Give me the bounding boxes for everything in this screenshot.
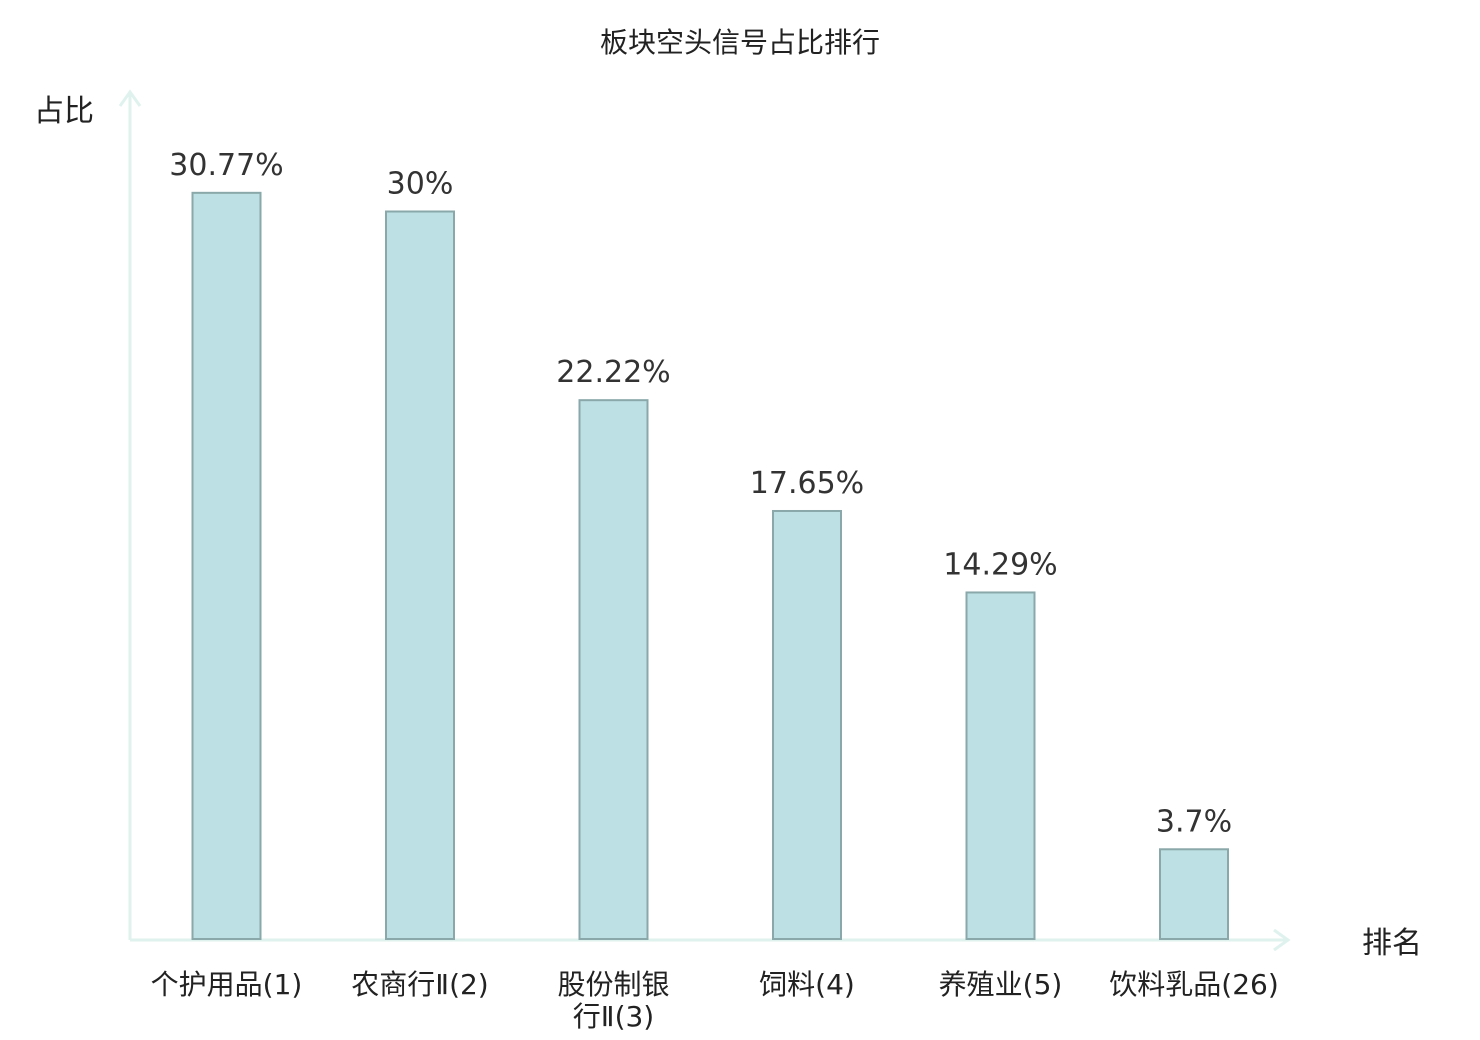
value-label: 17.65% (750, 466, 864, 501)
category-rank: (26) (1221, 968, 1278, 1001)
category-label: 饮料乳品(26) (1109, 968, 1279, 1001)
category-rank: (2) (449, 968, 489, 1001)
value-labels-group: 30.77% 30% 22.22% 17.65% 14.29% 3.7% (169, 148, 1232, 839)
bar (578, 399, 649, 941)
category-label: 养殖业(5) (939, 968, 1063, 1001)
bar (191, 191, 262, 940)
category-rank: (1) (263, 968, 303, 1001)
category-name: 股份制银 (557, 968, 669, 1001)
category-label: 农商行Ⅱ(2) (351, 968, 488, 1001)
category-rank: (4) (815, 968, 855, 1001)
category-labels-group: 个护用品(1) 农商行Ⅱ(2) 股份制银行Ⅱ(3)饲料(4) 养殖业(5) 饮料乳品(2… (151, 968, 1279, 1033)
category-rank: (5) (1023, 968, 1063, 1001)
bar (385, 210, 455, 940)
value-label: 14.29% (943, 547, 1057, 582)
chart-title: 板块空头信号占比排行 (600, 26, 880, 59)
category-name: 个护用品 (151, 968, 263, 1001)
category-name: 养殖业 (939, 968, 1023, 1001)
category-name: 农商行Ⅱ (351, 968, 449, 1001)
category-name-continued: 行Ⅱ (573, 1000, 615, 1033)
category-name: 饲料 (759, 968, 815, 1001)
y-axis-label: 占比 (34, 94, 94, 129)
category-rank: (3) (615, 1000, 655, 1033)
x-axis-arrow (1273, 928, 1291, 952)
x-axis-label: 排名 (1362, 926, 1422, 961)
value-label: 22.22% (556, 355, 670, 390)
value-label: 30.77% (169, 148, 283, 183)
bar (772, 509, 842, 940)
y-axis-arrow (118, 89, 142, 107)
category-name: 饮料乳品 (1109, 968, 1221, 1001)
value-label: 30% (387, 167, 454, 202)
bar (965, 591, 1036, 941)
value-label: 3.7% (1156, 804, 1232, 839)
category-label: 个护用品(1) (151, 968, 303, 1001)
category-label: 饲料(4) (759, 968, 855, 1001)
bars-group (191, 191, 1229, 941)
bar (1159, 848, 1229, 941)
category-label: 股份制银行Ⅱ(3) (557, 968, 669, 1033)
